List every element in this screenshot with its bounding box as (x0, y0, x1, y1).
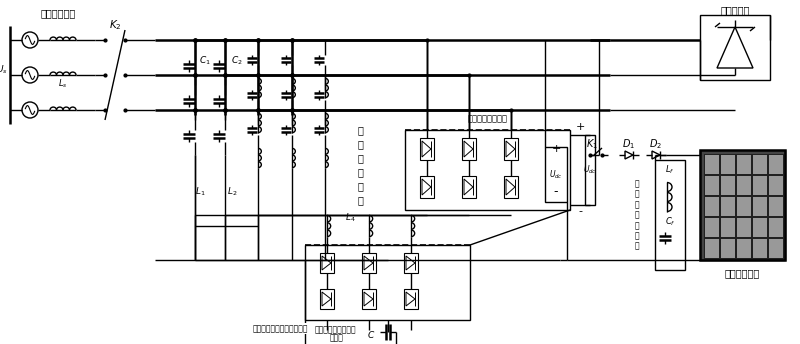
Bar (720, 196, 735, 216)
Text: $K_2$: $K_2$ (109, 18, 122, 32)
Text: 三相电压型逆变器: 三相电压型逆变器 (467, 114, 507, 123)
Bar (752, 175, 767, 195)
Text: 供电和传输线: 供电和传输线 (40, 8, 76, 18)
Bar (320, 253, 334, 273)
Text: 器: 器 (357, 181, 363, 191)
Text: 组: 组 (357, 195, 363, 205)
Text: 滤: 滤 (357, 153, 363, 163)
Bar (320, 289, 334, 309)
Bar (736, 154, 751, 174)
Bar (462, 138, 476, 160)
Text: $U_{dc}$: $U_{dc}$ (549, 169, 563, 181)
Bar (420, 176, 434, 198)
Bar (752, 238, 767, 258)
Text: $D_2$: $D_2$ (650, 137, 662, 151)
Bar (752, 196, 767, 216)
Bar (362, 253, 376, 273)
Bar (736, 238, 751, 258)
Bar (736, 175, 751, 195)
Text: $L_s$: $L_s$ (58, 78, 68, 90)
Bar (720, 217, 735, 237)
Text: 光
伏
输
出
滤
波
器: 光 伏 输 出 滤 波 器 (634, 179, 639, 251)
Bar (504, 176, 518, 198)
Bar (704, 196, 719, 216)
Text: $L_1$: $L_1$ (194, 186, 206, 198)
Bar (404, 253, 418, 273)
Bar (768, 217, 783, 237)
Bar (704, 154, 719, 174)
Bar (704, 217, 719, 237)
Text: 波: 波 (357, 167, 363, 177)
Bar (404, 289, 418, 309)
Text: $K_1$: $K_1$ (586, 137, 598, 151)
Text: 三相单相逆变型有源: 三相单相逆变型有源 (315, 325, 357, 334)
Text: 滤波器: 滤波器 (330, 333, 344, 342)
Bar (585, 135, 595, 205)
Text: 光伏阵列电池: 光伏阵列电池 (725, 268, 760, 278)
Bar (545, 147, 567, 202)
Text: $C$: $C$ (367, 329, 376, 340)
Bar (305, 245, 470, 320)
Bar (504, 138, 518, 160)
Bar (720, 238, 735, 258)
Bar (720, 175, 735, 195)
Bar (736, 196, 751, 216)
Bar (704, 238, 719, 258)
Text: +: + (551, 144, 561, 154)
Text: -: - (578, 206, 582, 216)
Text: $U_s$: $U_s$ (0, 63, 8, 75)
Bar (700, 15, 770, 80)
Text: 源: 源 (357, 139, 363, 149)
Bar (655, 160, 685, 270)
Bar (700, 150, 785, 260)
Bar (405, 130, 570, 210)
Text: $C_f$: $C_f$ (665, 216, 675, 228)
Bar (768, 175, 783, 195)
Text: 无: 无 (357, 125, 363, 135)
Text: +: + (575, 122, 585, 132)
Bar (736, 217, 751, 237)
Text: $C_2$: $C_2$ (231, 54, 243, 67)
Text: $C_1$: $C_1$ (199, 54, 211, 67)
Text: -: - (554, 185, 558, 198)
Bar (720, 154, 735, 174)
Bar (768, 154, 783, 174)
Bar (768, 238, 783, 258)
Bar (704, 175, 719, 195)
Text: $U_{dc}$: $U_{dc}$ (583, 164, 597, 176)
Text: $D_1$: $D_1$ (622, 137, 635, 151)
Text: $L_f$: $L_f$ (666, 163, 674, 175)
Bar (752, 154, 767, 174)
Bar (362, 289, 376, 309)
Text: $L_2$: $L_2$ (226, 186, 238, 198)
Bar (462, 176, 476, 198)
Bar (420, 138, 434, 160)
Text: $L_4$: $L_4$ (345, 211, 355, 224)
Text: 非线性负载: 非线性负载 (720, 5, 750, 15)
Text: 三相单相逆变型有源滤波器: 三相单相逆变型有源滤波器 (252, 324, 308, 333)
Bar (752, 217, 767, 237)
Bar (768, 196, 783, 216)
